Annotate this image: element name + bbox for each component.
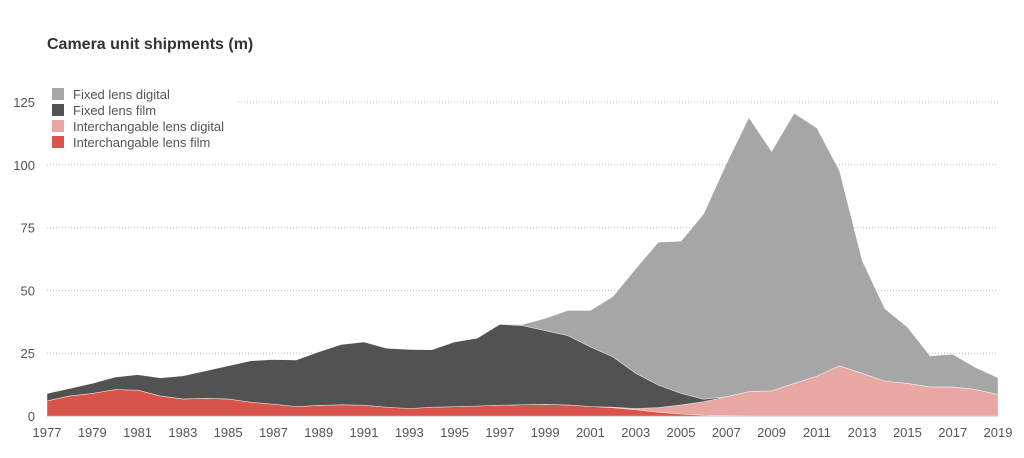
x-tick-label: 2007 xyxy=(712,425,741,440)
legend-swatch xyxy=(52,88,64,100)
y-axis: 0 25 50 75 100 125 xyxy=(13,95,35,424)
x-tick-label: 1977 xyxy=(33,425,62,440)
x-tick-label: 1991 xyxy=(350,425,379,440)
x-tick-label: 2009 xyxy=(757,425,786,440)
x-tick-label: 1979 xyxy=(78,425,107,440)
x-tick-label: 1995 xyxy=(440,425,469,440)
x-tick-label: 1987 xyxy=(259,425,288,440)
x-tick-label: 1997 xyxy=(485,425,514,440)
legend-label: Interchangable lens digital xyxy=(73,118,225,134)
x-tick-label: 1993 xyxy=(395,425,424,440)
areas xyxy=(46,112,999,417)
legend-item-interchangable-lens-digital: Interchangable lens digital xyxy=(52,118,224,134)
x-tick-label: 1985 xyxy=(214,425,243,440)
x-tick-label: 2005 xyxy=(667,425,696,440)
legend-label: Fixed lens digital xyxy=(73,86,170,102)
x-tick-label: 2013 xyxy=(848,425,877,440)
x-tick-label: 2001 xyxy=(576,425,605,440)
x-tick-label: 2019 xyxy=(984,425,1013,440)
x-tick-label: 1983 xyxy=(168,425,197,440)
x-tick-label: 2015 xyxy=(893,425,922,440)
area-fixed-lens-digital xyxy=(46,112,999,400)
legend-item-fixed-lens-digital: Fixed lens digital xyxy=(52,86,224,102)
legend-swatch xyxy=(52,136,64,148)
x-tick-label: 2017 xyxy=(938,425,967,440)
legend-swatch xyxy=(52,120,64,132)
y-tick-label: 125 xyxy=(13,95,35,110)
x-tick-label: 1981 xyxy=(123,425,152,440)
legend-item-fixed-lens-film: Fixed lens film xyxy=(52,102,224,118)
chart-title: Camera unit shipments (m) xyxy=(47,36,254,53)
y-tick-label: 75 xyxy=(21,221,35,236)
x-axis: 1977 1979 1981 1983 1985 1987 1989 1991 1993 1995… xyxy=(33,416,1013,440)
y-tick-label: 100 xyxy=(13,158,35,173)
legend-label: Fixed lens film xyxy=(73,102,157,118)
x-tick-label: 1999 xyxy=(531,425,560,440)
legend: Fixed lens digital Fixed lens film Inter… xyxy=(52,86,224,150)
legend-label: Interchangable lens film xyxy=(73,134,211,150)
x-tick-label: 1989 xyxy=(304,425,333,440)
legend-item-interchangable-lens-film: Interchangable lens film xyxy=(52,134,224,150)
y-tick-label: 25 xyxy=(21,346,35,361)
legend-swatch xyxy=(52,104,64,116)
y-tick-label: 0 xyxy=(28,409,35,424)
x-tick-label: 2003 xyxy=(621,425,650,440)
y-tick-label: 50 xyxy=(21,283,35,298)
x-tick-label: 2011 xyxy=(803,425,831,440)
